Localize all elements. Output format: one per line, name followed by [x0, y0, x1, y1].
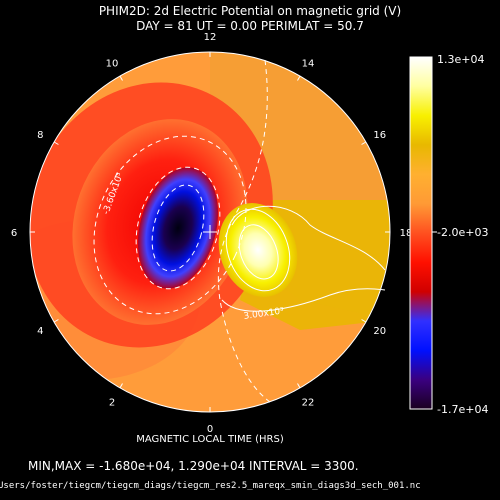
mlt-tick-label: 10 [106, 58, 119, 69]
mlt-tick-mark [297, 75, 301, 81]
mlt-tick-mark [119, 75, 123, 81]
colorbar-max-label: 1.3e+04 [437, 53, 484, 66]
colorbar [409, 56, 433, 410]
mlt-tick-label: 6 [11, 228, 17, 239]
mlt-tick-mark [361, 319, 367, 323]
mlt-tick-mark [297, 383, 301, 389]
potential-field [30, 52, 390, 412]
chart-subtitle: DAY = 81 UT = 0.00 PERIMLAT = 50.7 [136, 19, 364, 33]
mlt-tick-label: 14 [302, 58, 315, 69]
mlt-tick-label: 4 [37, 326, 43, 337]
mlt-tick-mark [361, 141, 367, 145]
mlt-tick-mark [53, 141, 59, 145]
mlt-tick-label: 20 [373, 326, 386, 337]
mlt-tick-label: 12 [204, 32, 217, 43]
mlt-tick-label: 8 [37, 130, 43, 141]
file-path-text: Users/foster/tiegcm/tiegcm_diags/tiegcm_… [0, 481, 421, 491]
center-cross [203, 225, 217, 239]
mlt-tick-label: 18 [400, 228, 413, 239]
colorbar-mid-label: -2.0e+03 [437, 226, 488, 239]
mlt-tick-label: 0 [207, 424, 213, 435]
mlt-tick-label: 16 [373, 130, 386, 141]
colorbar-min-label: -1.7e+04 [437, 403, 488, 416]
contour-lines [93, 59, 386, 403]
mlt-tick-label: 2 [109, 398, 115, 409]
chart-title: PHIM2D: 2d Electric Potential on magneti… [98, 4, 402, 18]
mlt-tick-mark [119, 383, 123, 389]
min-max-interval-text: MIN,MAX = -1.680e+04, 1.290e+04 INTERVAL… [28, 459, 359, 473]
x-axis-label: MAGNETIC LOCAL TIME (HRS) [136, 434, 284, 445]
mlt-tick-label: 22 [302, 398, 315, 409]
mlt-tick-mark [53, 319, 59, 323]
